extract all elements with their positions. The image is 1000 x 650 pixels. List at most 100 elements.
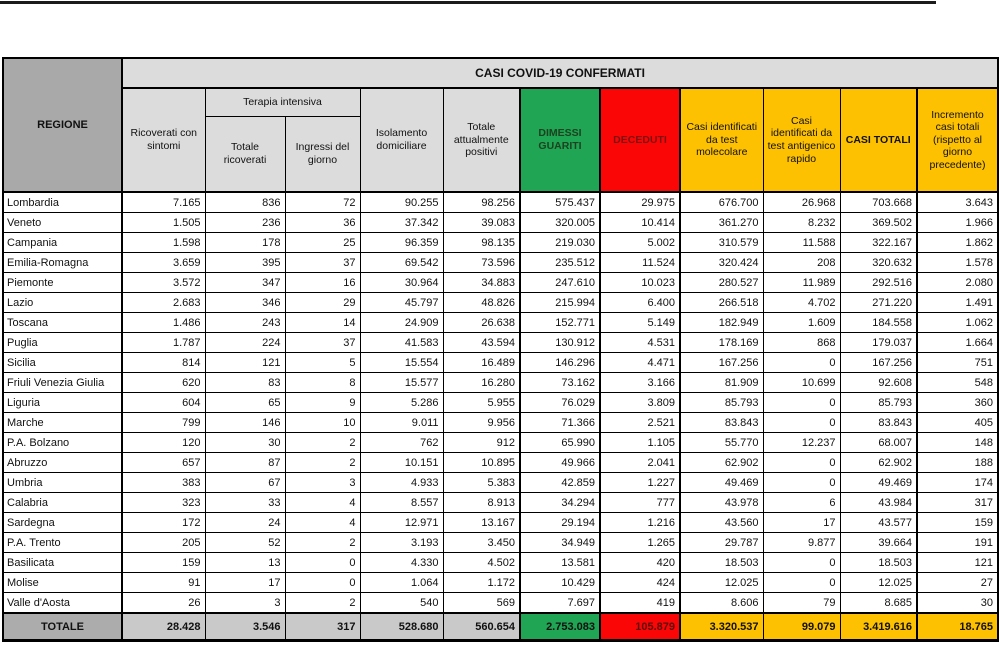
- value-cell: 1.664: [915, 332, 999, 353]
- value-cell: 8.557: [359, 492, 444, 513]
- value-cell: 224: [204, 332, 286, 353]
- value-cell: 167.256: [839, 352, 918, 373]
- value-cell: 1.216: [599, 512, 681, 533]
- value-cell: 0: [762, 572, 841, 593]
- value-cell: 184.558: [839, 312, 918, 333]
- value-cell: 26.638: [442, 312, 521, 333]
- value-cell: 1.609: [762, 312, 841, 333]
- value-cell: 83.843: [679, 412, 764, 433]
- value-cell: 24.909: [359, 312, 444, 333]
- header-terapia-intensiva: Terapia intensiva: [204, 87, 361, 117]
- value-cell: 369.502: [839, 212, 918, 233]
- header-totale-attualmente-positivi: Totale attualmente positivi: [442, 87, 521, 193]
- value-cell: 17: [762, 512, 841, 533]
- value-cell: 836: [204, 191, 286, 213]
- region-name-cell: Lazio: [2, 292, 123, 313]
- region-name-cell: Calabria: [2, 492, 123, 513]
- value-cell: 27: [915, 572, 999, 593]
- value-cell: 346: [204, 292, 286, 313]
- value-cell: 10: [284, 412, 361, 433]
- value-cell: 121: [204, 352, 286, 373]
- value-cell: 18.503: [679, 552, 764, 573]
- value-cell: 243: [204, 312, 286, 333]
- header-row-title: REGIONE CASI COVID-19 CONFERMATI: [2, 57, 999, 193]
- value-cell: 25: [284, 232, 361, 253]
- value-cell: 266.518: [679, 292, 764, 313]
- value-cell: 34.883: [442, 272, 521, 293]
- value-cell: 703.668: [839, 191, 918, 213]
- value-cell: 67: [204, 472, 286, 493]
- value-cell: 18.503: [839, 552, 918, 573]
- value-cell: 26: [121, 592, 206, 614]
- value-cell: 120: [121, 432, 206, 453]
- value-cell: 37: [284, 252, 361, 273]
- value-cell: 235.512: [519, 252, 601, 273]
- region-name-cell: Friuli Venezia Giulia: [2, 372, 123, 393]
- region-name-cell: Lombardia: [2, 191, 123, 213]
- value-cell: 4: [284, 492, 361, 513]
- value-cell: 4.531: [599, 332, 681, 353]
- value-cell: 4.702: [762, 292, 841, 313]
- total-value-cell: 528.680: [359, 612, 444, 642]
- value-cell: 39.083: [442, 212, 521, 233]
- header-casi-totali: CASI TOTALI: [839, 87, 918, 193]
- value-cell: 4.502: [442, 552, 521, 573]
- value-cell: 37: [284, 332, 361, 353]
- value-cell: 13.581: [519, 552, 601, 573]
- value-cell: 29.194: [519, 512, 601, 533]
- value-cell: 751: [915, 352, 999, 373]
- table-row: P.A. Bolzano 120 30 2 762 912 65.990 1.105 55.77…: [2, 432, 999, 453]
- value-cell: 5.955: [442, 392, 521, 413]
- value-cell: 14: [284, 312, 361, 333]
- value-cell: 73.596: [442, 252, 521, 273]
- value-cell: 3.809: [599, 392, 681, 413]
- value-cell: 152.771: [519, 312, 601, 333]
- value-cell: 16: [284, 272, 361, 293]
- table-body: Lombardia 7.165 836 72 90.255 98.256 575.437 29…: [2, 191, 999, 614]
- total-value-cell: 28.428: [121, 612, 206, 642]
- value-cell: 178.169: [679, 332, 764, 353]
- value-cell: 16.280: [442, 372, 521, 393]
- value-cell: 0: [762, 392, 841, 413]
- value-cell: 361.270: [679, 212, 764, 233]
- value-cell: 1.578: [915, 252, 999, 273]
- value-cell: 620: [121, 372, 206, 393]
- value-cell: 5.149: [599, 312, 681, 333]
- value-cell: 146.296: [519, 352, 601, 373]
- value-cell: 383: [121, 472, 206, 493]
- value-cell: 9.011: [359, 412, 444, 433]
- value-cell: 3: [204, 592, 286, 614]
- value-cell: 1.105: [599, 432, 681, 453]
- value-cell: 1.862: [915, 232, 999, 253]
- value-cell: 69.542: [359, 252, 444, 273]
- value-cell: 8.606: [679, 592, 764, 614]
- value-cell: 320.005: [519, 212, 601, 233]
- value-cell: 0: [762, 412, 841, 433]
- value-cell: 62.902: [679, 452, 764, 473]
- value-cell: 292.516: [839, 272, 918, 293]
- value-cell: 1.598: [121, 232, 206, 253]
- table-header: REGIONE CASI COVID-19 CONFERMATI Ricover…: [2, 57, 999, 193]
- header-isolamento-domiciliare: Isolamento domiciliare: [359, 87, 444, 193]
- value-cell: 1.172: [442, 572, 521, 593]
- value-cell: 569: [442, 592, 521, 614]
- table-title: CASI COVID-19 CONFERMATI: [121, 57, 999, 89]
- value-cell: 5.286: [359, 392, 444, 413]
- table-row: Lombardia 7.165 836 72 90.255 98.256 575.437 29…: [2, 191, 999, 213]
- value-cell: 39.664: [839, 532, 918, 553]
- value-cell: 360: [915, 392, 999, 413]
- value-cell: 7.697: [519, 592, 601, 614]
- total-label-cell: TOTALE: [2, 612, 123, 642]
- value-cell: 215.994: [519, 292, 601, 313]
- table-row: Liguria 604 65 9 5.286 5.955 76.029 3.809 85.793…: [2, 392, 999, 413]
- total-value-cell: 99.079: [762, 612, 841, 642]
- value-cell: 310.579: [679, 232, 764, 253]
- table-row: Friuli Venezia Giulia 620 83 8 15.577 16.280 7…: [2, 372, 999, 393]
- value-cell: 121: [915, 552, 999, 573]
- value-cell: 3.572: [121, 272, 206, 293]
- value-cell: 0: [762, 472, 841, 493]
- value-cell: 45.797: [359, 292, 444, 313]
- value-cell: 12.025: [679, 572, 764, 593]
- value-cell: 191: [915, 532, 999, 553]
- value-cell: 814: [121, 352, 206, 373]
